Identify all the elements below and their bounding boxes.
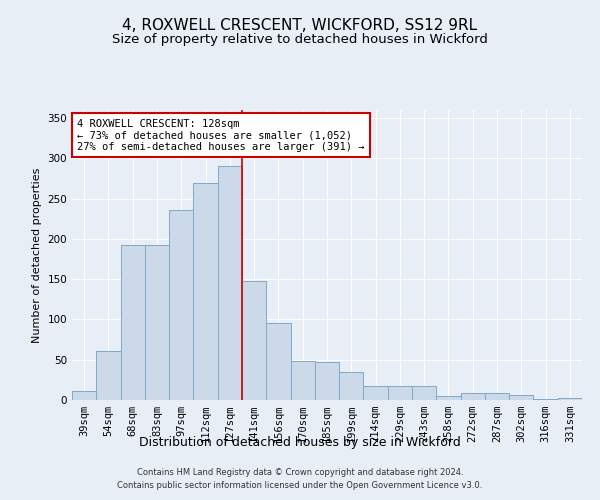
Y-axis label: Number of detached properties: Number of detached properties [32,168,42,342]
Text: Size of property relative to detached houses in Wickford: Size of property relative to detached ho… [112,32,488,46]
Bar [290,362,315,400]
Bar [266,322,290,400]
Bar [193,182,218,400]
Bar [169,210,193,400]
Bar [315,362,339,400]
Text: Contains public sector information licensed under the Open Government Licence v3: Contains public sector information licen… [118,482,482,490]
Text: 4 ROXWELL CRESCENT: 128sqm
← 73% of detached houses are smaller (1,052)
27% of s: 4 ROXWELL CRESCENT: 128sqm ← 73% of deta… [77,118,365,152]
Bar [436,396,461,400]
Text: 4, ROXWELL CRESCENT, WICKFORD, SS12 9RL: 4, ROXWELL CRESCENT, WICKFORD, SS12 9RL [122,18,478,32]
Bar [388,386,412,400]
Bar [485,393,509,400]
Bar [96,351,121,400]
Bar [509,395,533,400]
Bar [558,398,582,400]
Bar [218,166,242,400]
Bar [461,393,485,400]
Bar [533,399,558,400]
Bar [242,281,266,400]
Bar [339,372,364,400]
Bar [145,244,169,400]
Text: Contains HM Land Registry data © Crown copyright and database right 2024.: Contains HM Land Registry data © Crown c… [137,468,463,477]
Bar [364,386,388,400]
Bar [412,386,436,400]
Text: Distribution of detached houses by size in Wickford: Distribution of detached houses by size … [139,436,461,449]
Bar [121,244,145,400]
Bar [72,391,96,400]
